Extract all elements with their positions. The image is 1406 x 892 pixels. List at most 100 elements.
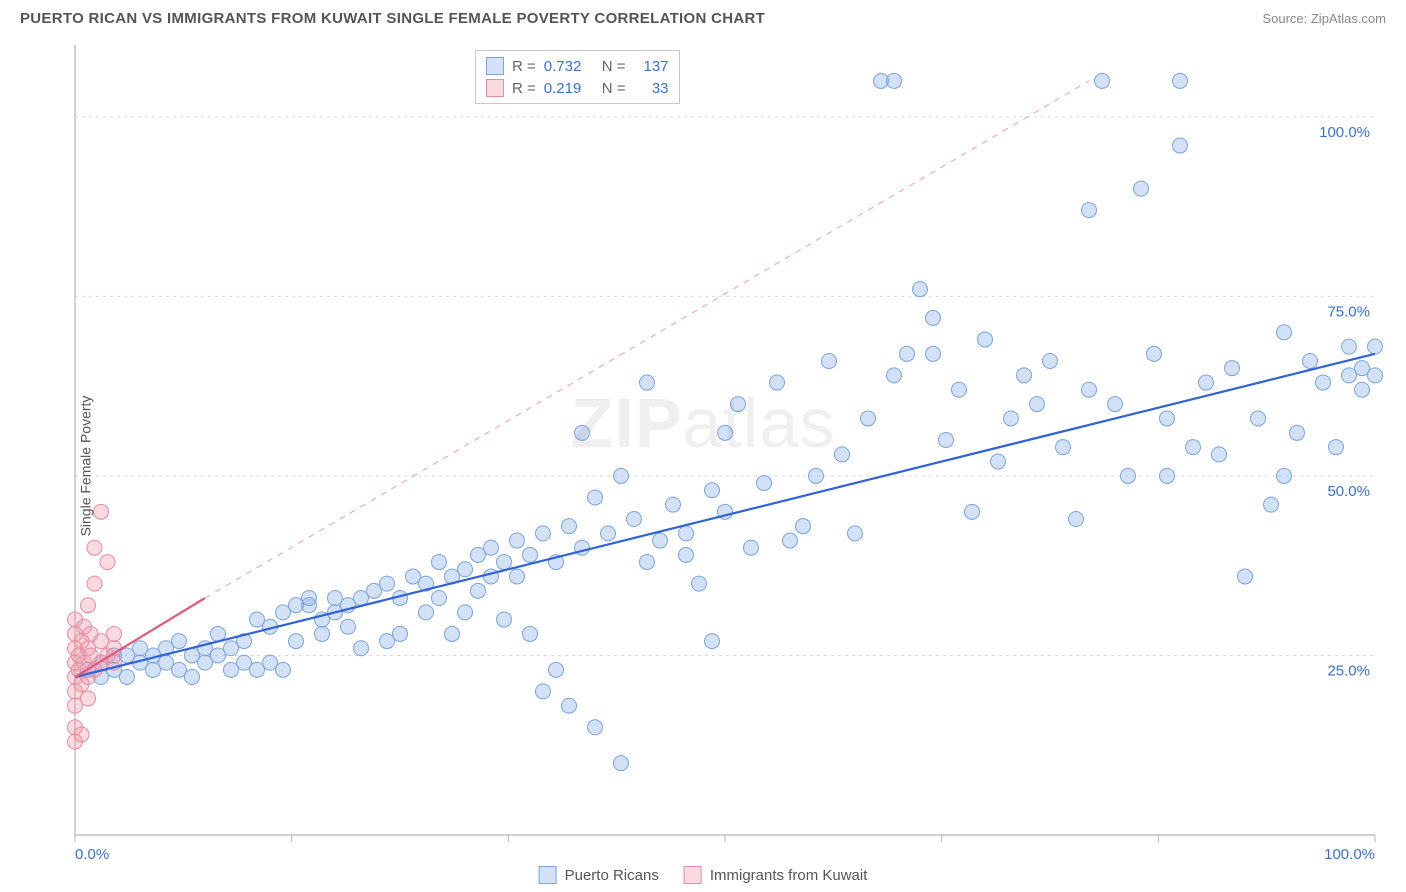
data-point [1030, 397, 1045, 412]
chart-container: Single Female Poverty ZIPatlas 25.0%50.0… [20, 40, 1386, 892]
data-point [952, 382, 967, 397]
data-point [1069, 512, 1084, 527]
data-point [796, 519, 811, 534]
data-point [549, 662, 564, 677]
data-point [484, 540, 499, 555]
stat-n-value: 33 [634, 80, 669, 97]
data-point [822, 354, 837, 369]
legend-item: Immigrants from Kuwait [684, 866, 868, 884]
data-point [731, 397, 746, 412]
data-point [835, 447, 850, 462]
data-point [87, 576, 102, 591]
series-legend: Puerto RicansImmigrants from Kuwait [539, 866, 868, 884]
data-point [510, 533, 525, 548]
data-point [1355, 382, 1370, 397]
data-point [302, 591, 317, 606]
data-point [562, 519, 577, 534]
data-point [74, 727, 89, 742]
data-point [705, 634, 720, 649]
data-point [770, 375, 785, 390]
data-point [1368, 339, 1383, 354]
trend-line [75, 354, 1375, 677]
data-point [1251, 411, 1266, 426]
data-point [1290, 425, 1305, 440]
data-point [926, 310, 941, 325]
data-point [1017, 368, 1032, 383]
data-point [100, 555, 115, 570]
data-point [1342, 339, 1357, 354]
legend-label: Immigrants from Kuwait [710, 867, 868, 884]
source-prefix: Source: [1262, 11, 1310, 26]
data-point [614, 756, 629, 771]
source-link[interactable]: ZipAtlas.com [1311, 11, 1386, 26]
data-point [705, 483, 720, 498]
y-tick-label: 100.0% [1319, 124, 1370, 141]
data-point [1303, 354, 1318, 369]
data-point [718, 425, 733, 440]
data-point [614, 468, 629, 483]
data-point [523, 626, 538, 641]
legend-swatch [486, 57, 504, 75]
data-point [1108, 397, 1123, 412]
data-point [1160, 411, 1175, 426]
data-point [120, 670, 135, 685]
data-point [965, 504, 980, 519]
data-point [744, 540, 759, 555]
data-point [1121, 468, 1136, 483]
legend-swatch [539, 866, 557, 884]
data-point [783, 533, 798, 548]
data-point [536, 684, 551, 699]
data-point [679, 526, 694, 541]
legend-swatch [486, 79, 504, 97]
data-point [900, 346, 915, 361]
data-point [692, 576, 707, 591]
data-point [432, 591, 447, 606]
x-tick-label: 0.0% [75, 846, 109, 863]
data-point [991, 454, 1006, 469]
data-point [679, 547, 694, 562]
data-point [1316, 375, 1331, 390]
data-point [848, 526, 863, 541]
data-point [1095, 73, 1110, 88]
data-point [1043, 354, 1058, 369]
data-point [536, 526, 551, 541]
data-point [81, 691, 96, 706]
data-point [497, 555, 512, 570]
data-point [588, 720, 603, 735]
data-point [458, 562, 473, 577]
data-point [523, 547, 538, 562]
stat-r-value: 0.732 [544, 58, 594, 75]
data-point [601, 526, 616, 541]
data-point [1225, 361, 1240, 376]
data-point [926, 346, 941, 361]
data-point [497, 612, 512, 627]
data-point [471, 583, 486, 598]
data-point [432, 555, 447, 570]
stats-legend: R =0.732N =137R =0.219N =33 [475, 50, 680, 104]
trend-line-extrapolated [205, 81, 1089, 598]
data-point [276, 662, 291, 677]
data-point [588, 490, 603, 505]
data-point [81, 598, 96, 613]
data-point [380, 576, 395, 591]
data-point [393, 626, 408, 641]
data-point [1186, 440, 1201, 455]
data-point [1082, 203, 1097, 218]
data-point [757, 476, 772, 491]
data-point [1134, 181, 1149, 196]
data-point [562, 698, 577, 713]
stat-n-label: N = [602, 80, 626, 97]
scatter-chart: 25.0%50.0%75.0%100.0%0.0%100.0% [20, 40, 1386, 880]
data-point [510, 569, 525, 584]
stat-r-label: R = [512, 58, 536, 75]
data-point [1160, 468, 1175, 483]
stats-legend-row: R =0.732N =137 [486, 55, 669, 77]
data-point [640, 375, 655, 390]
y-tick-label: 50.0% [1327, 483, 1370, 500]
data-point [1082, 382, 1097, 397]
data-point [185, 670, 200, 685]
data-point [1329, 440, 1344, 455]
data-point [94, 504, 109, 519]
data-point [653, 533, 668, 548]
y-axis-label: Single Female Poverty [77, 396, 93, 537]
